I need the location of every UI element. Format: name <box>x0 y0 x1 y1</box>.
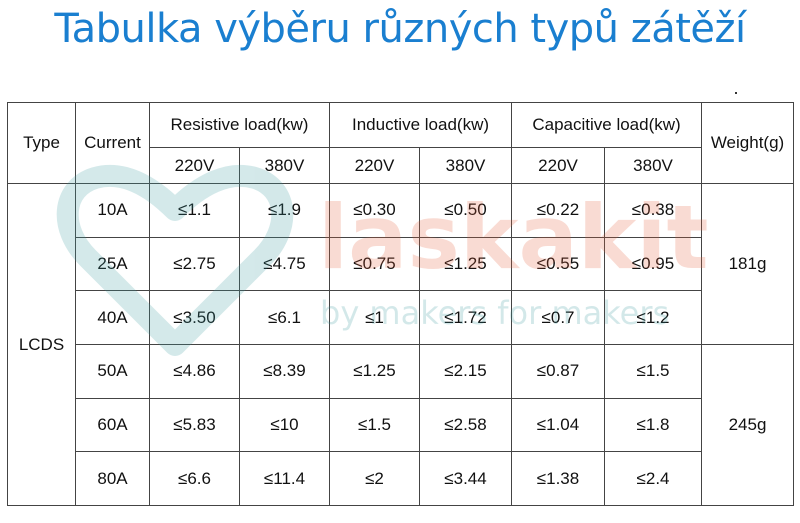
header-c380: 380V <box>604 147 703 184</box>
inductive-220-cell: ≤1 <box>329 290 420 345</box>
resistive-380-cell: ≤11.4 <box>239 451 330 506</box>
header-current: Current <box>75 102 150 184</box>
header-c220: 220V <box>511 147 606 184</box>
resistive-220-cell: ≤6.6 <box>149 451 240 506</box>
current-cell: 80A <box>75 451 150 506</box>
inductive-220-cell: ≤1.25 <box>329 343 420 399</box>
type-cell: LCDS <box>7 183 76 506</box>
capacitive-220-cell: ≤0.55 <box>511 236 606 292</box>
table-row: 40A ≤3.50 ≤6.1 ≤1 ≤1.72 ≤0.7 ≤1.2 <box>8 290 794 345</box>
capacitive-380-cell: ≤0.38 <box>604 183 703 238</box>
current-cell: 60A <box>75 397 150 453</box>
weight-cell: 181g <box>701 183 795 345</box>
resistive-220-cell: ≤3.50 <box>149 290 240 345</box>
capacitive-380-cell: ≤1.8 <box>604 397 703 453</box>
resistive-220-cell: ≤2.75 <box>149 236 240 292</box>
inductive-220-cell: ≤1.5 <box>329 397 420 453</box>
resistive-380-cell: ≤4.75 <box>239 236 330 292</box>
current-cell: 25A <box>75 236 150 292</box>
capacitive-220-cell: ≤0.7 <box>511 290 606 345</box>
table-row: 60A ≤5.83 ≤10 ≤1.5 ≤2.58 ≤1.04 ≤1.8 <box>8 397 794 453</box>
page-title: Tabulka výběru různých typů zátěží <box>54 6 746 52</box>
inductive-380-cell: ≤1.72 <box>418 290 513 345</box>
resistive-380-cell: ≤1.9 <box>239 183 330 238</box>
resistive-380-cell: ≤10 <box>239 397 330 453</box>
current-cell: 50A <box>75 343 150 399</box>
inductive-380-cell: ≤0.50 <box>418 183 513 238</box>
resistive-380-cell: ≤8.39 <box>239 343 330 399</box>
inductive-380-cell: ≤3.44 <box>418 451 513 506</box>
current-cell: 10A <box>75 183 150 238</box>
weight-cell: 245g <box>701 343 795 507</box>
header-inductive: Inductive load(kw) <box>328 102 513 148</box>
resistive-220-cell: ≤1.1 <box>149 183 240 238</box>
inductive-380-cell: ≤2.58 <box>418 397 513 453</box>
inductive-220-cell: ≤2 <box>329 451 420 506</box>
capacitive-220-cell: ≤0.22 <box>511 183 606 238</box>
resistive-380-cell: ≤6.1 <box>239 290 330 345</box>
capacitive-380-cell: ≤0.95 <box>604 236 703 292</box>
header-i220: 220V <box>329 147 420 184</box>
current-cell: 40A <box>75 290 150 345</box>
inductive-380-cell: ≤2.15 <box>418 343 513 399</box>
capacitive-380-cell: ≤1.5 <box>604 343 703 399</box>
header-weight: Weight(g) <box>701 102 795 184</box>
header-resistive: Resistive load(kw) <box>149 102 330 148</box>
inductive-220-cell: ≤0.75 <box>329 236 420 292</box>
header-type: Type <box>7 102 76 184</box>
table-row: LCDS 10A ≤1.1 ≤1.9 ≤0.30 ≤0.50 ≤0.22 ≤0.… <box>7 183 795 506</box>
header-r380: 380V <box>239 147 330 184</box>
table-row: 80A ≤6.6 ≤11.4 ≤2 ≤3.44 ≤1.38 ≤2.4 <box>8 451 794 506</box>
inductive-380-cell: ≤1.25 <box>418 236 513 292</box>
table-row: 25A ≤2.75 ≤4.75 ≤0.75 ≤1.25 ≤0.55 ≤0.95 <box>8 236 794 292</box>
inductive-220-cell: ≤0.30 <box>329 183 420 238</box>
table-row: 50A ≤4.86 ≤8.39 ≤1.25 ≤2.15 ≤0.87 ≤1.5 2… <box>8 343 795 507</box>
header-capacitive: Capacitive load(kw) <box>511 102 703 148</box>
resistive-220-cell: ≤5.83 <box>149 397 240 453</box>
capacitive-380-cell: ≤2.4 <box>604 451 703 506</box>
load-selection-table: Type Current Resistive load(kw) Inductiv… <box>7 102 795 507</box>
capacitive-380-cell: ≤1.2 <box>604 290 703 345</box>
capacitive-220-cell: ≤1.38 <box>511 451 606 506</box>
stray-dot <box>735 92 737 94</box>
capacitive-220-cell: ≤1.04 <box>511 397 606 453</box>
header-i380: 380V <box>418 147 513 184</box>
header-r220: 220V <box>149 147 240 184</box>
resistive-220-cell: ≤4.86 <box>149 343 240 399</box>
capacitive-220-cell: ≤0.87 <box>511 343 606 399</box>
